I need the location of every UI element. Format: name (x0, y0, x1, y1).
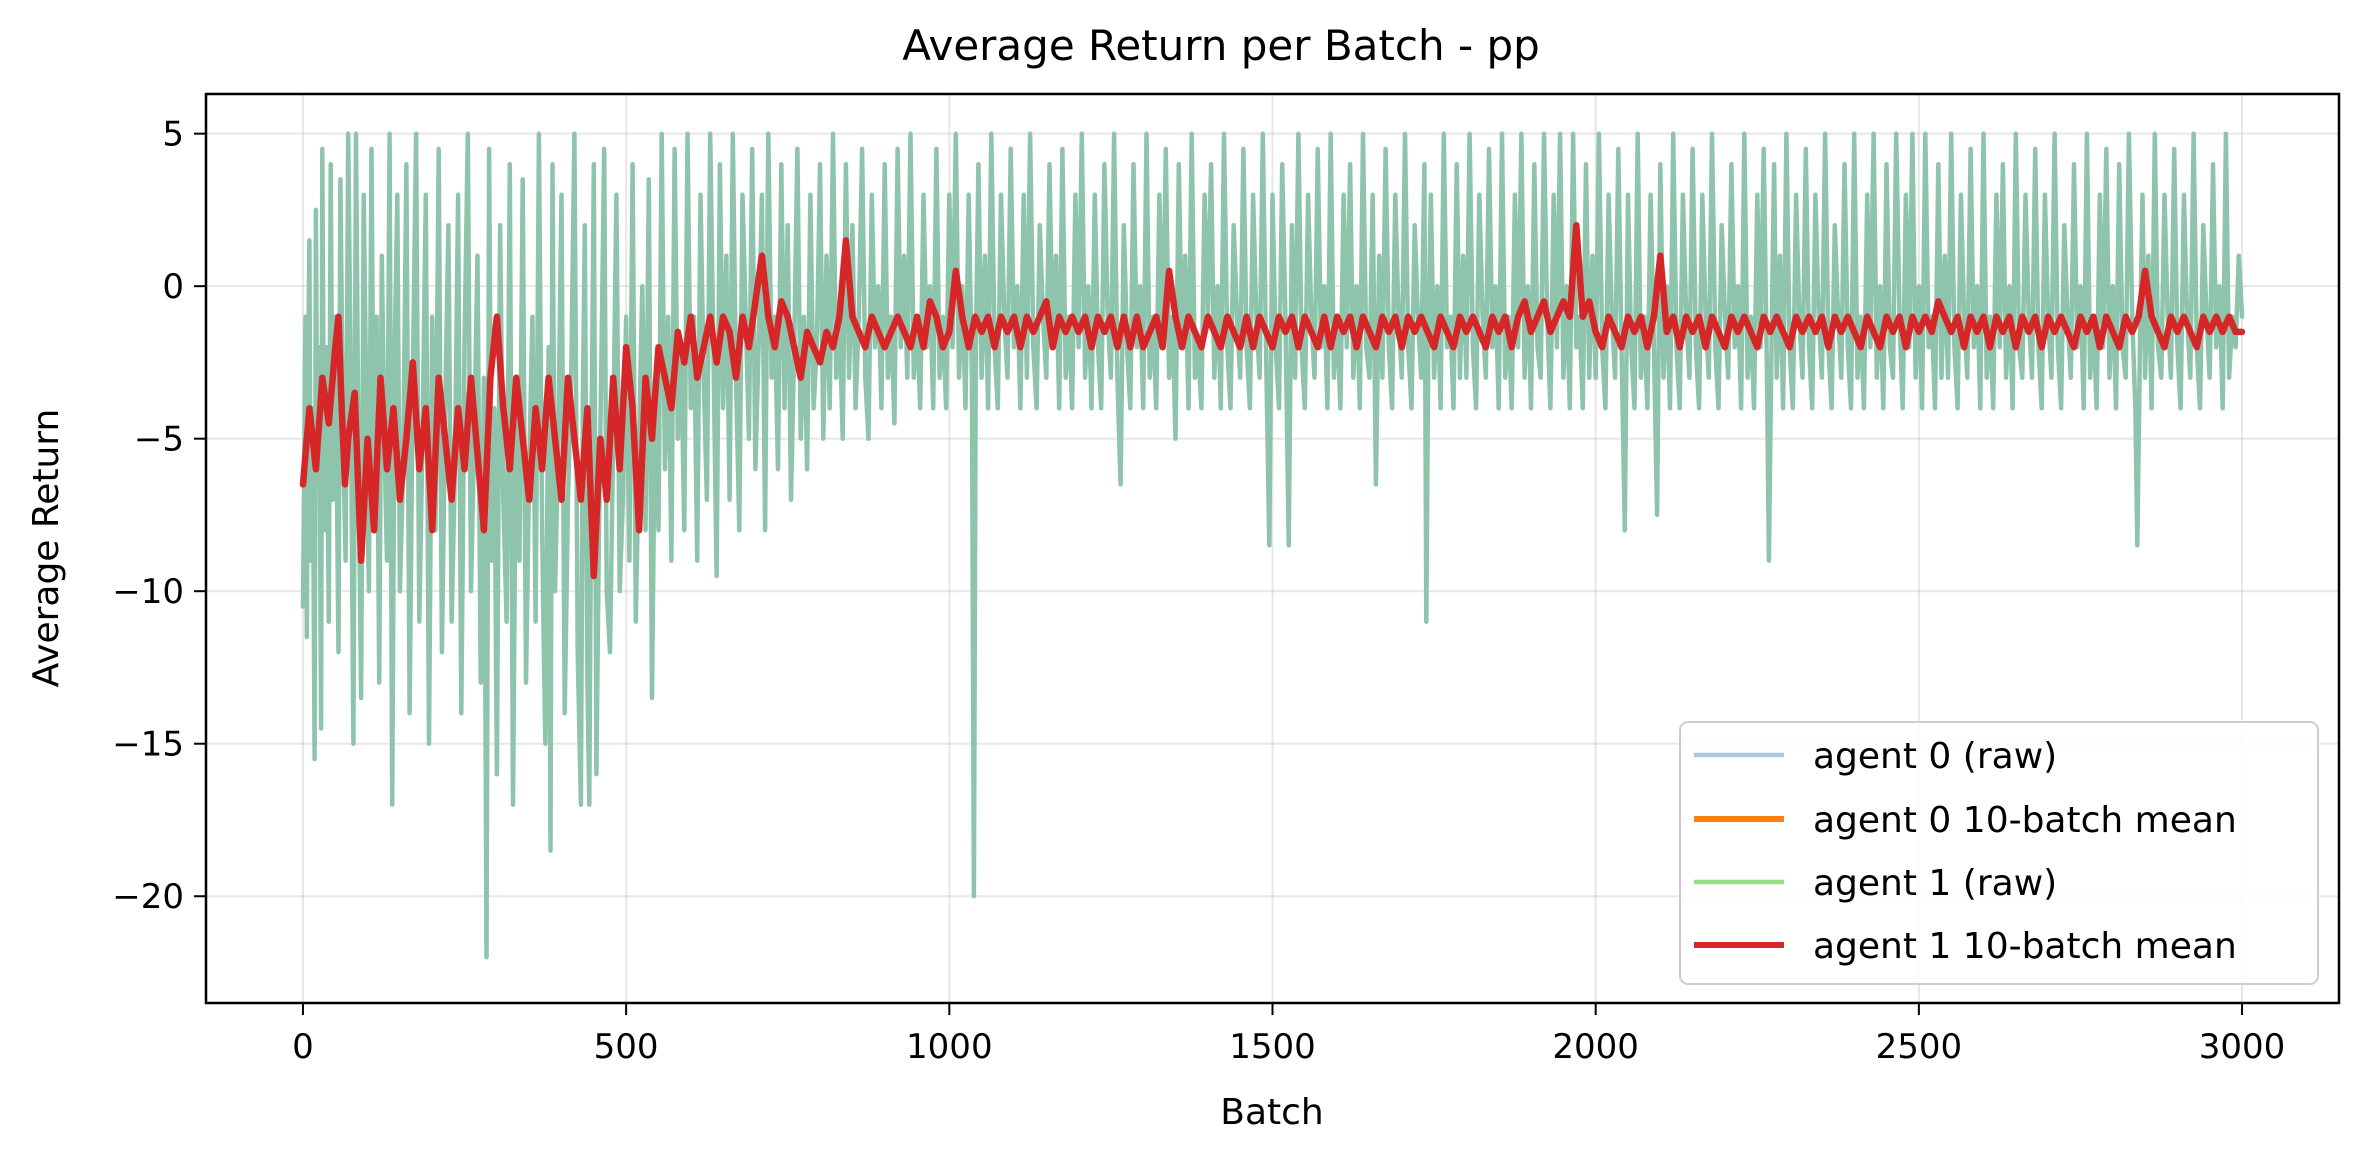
legend: agent 0 (raw) agent 0 10-batch mean agen… (1679, 721, 2319, 985)
x-tick-label-6: 3000 (2199, 1027, 2286, 1067)
x-axis-ticks: 0 500 1000 1500 2000 2500 3000 (292, 1003, 2285, 1067)
x-tick-label-5: 2500 (1876, 1027, 1963, 1067)
y-tick-label-3: −10 (112, 572, 184, 612)
x-tick-label-2: 1000 (906, 1027, 993, 1067)
series-layer (299, 131, 2246, 960)
y-tick-label-1: 0 (162, 267, 184, 307)
x-tick-label-4: 2000 (1552, 1027, 1639, 1067)
series-line-3 (299, 221, 2246, 580)
legend-box (1679, 721, 2319, 985)
x-axis-label: Batch (1220, 1092, 1323, 1133)
y-axis-label: Average Return (26, 409, 67, 688)
y-tick-label-5: −20 (112, 877, 184, 917)
y-tick-label-2: −5 (134, 420, 184, 460)
legend-label-agent0-mean: agent 0 10-batch mean (1813, 800, 2237, 841)
y-tick-label-0: 5 (162, 115, 184, 155)
legend-label-agent1-raw: agent 1 (raw) (1813, 863, 2057, 904)
x-tick-label-0: 0 (292, 1027, 314, 1067)
legend-label-agent0-raw: agent 0 (raw) (1813, 736, 2057, 777)
y-tick-label-4: −15 (112, 725, 184, 765)
y-axis-ticks: 5 0 −5 −10 −15 −20 (112, 115, 206, 917)
series-line-2 (300, 131, 2245, 960)
x-tick-label-1: 500 (594, 1027, 659, 1067)
chart-title: Average Return per Batch - pp (902, 21, 1540, 70)
legend-label-agent1-mean: agent 1 10-batch mean (1813, 926, 2237, 967)
x-tick-label-3: 1500 (1229, 1027, 1316, 1067)
